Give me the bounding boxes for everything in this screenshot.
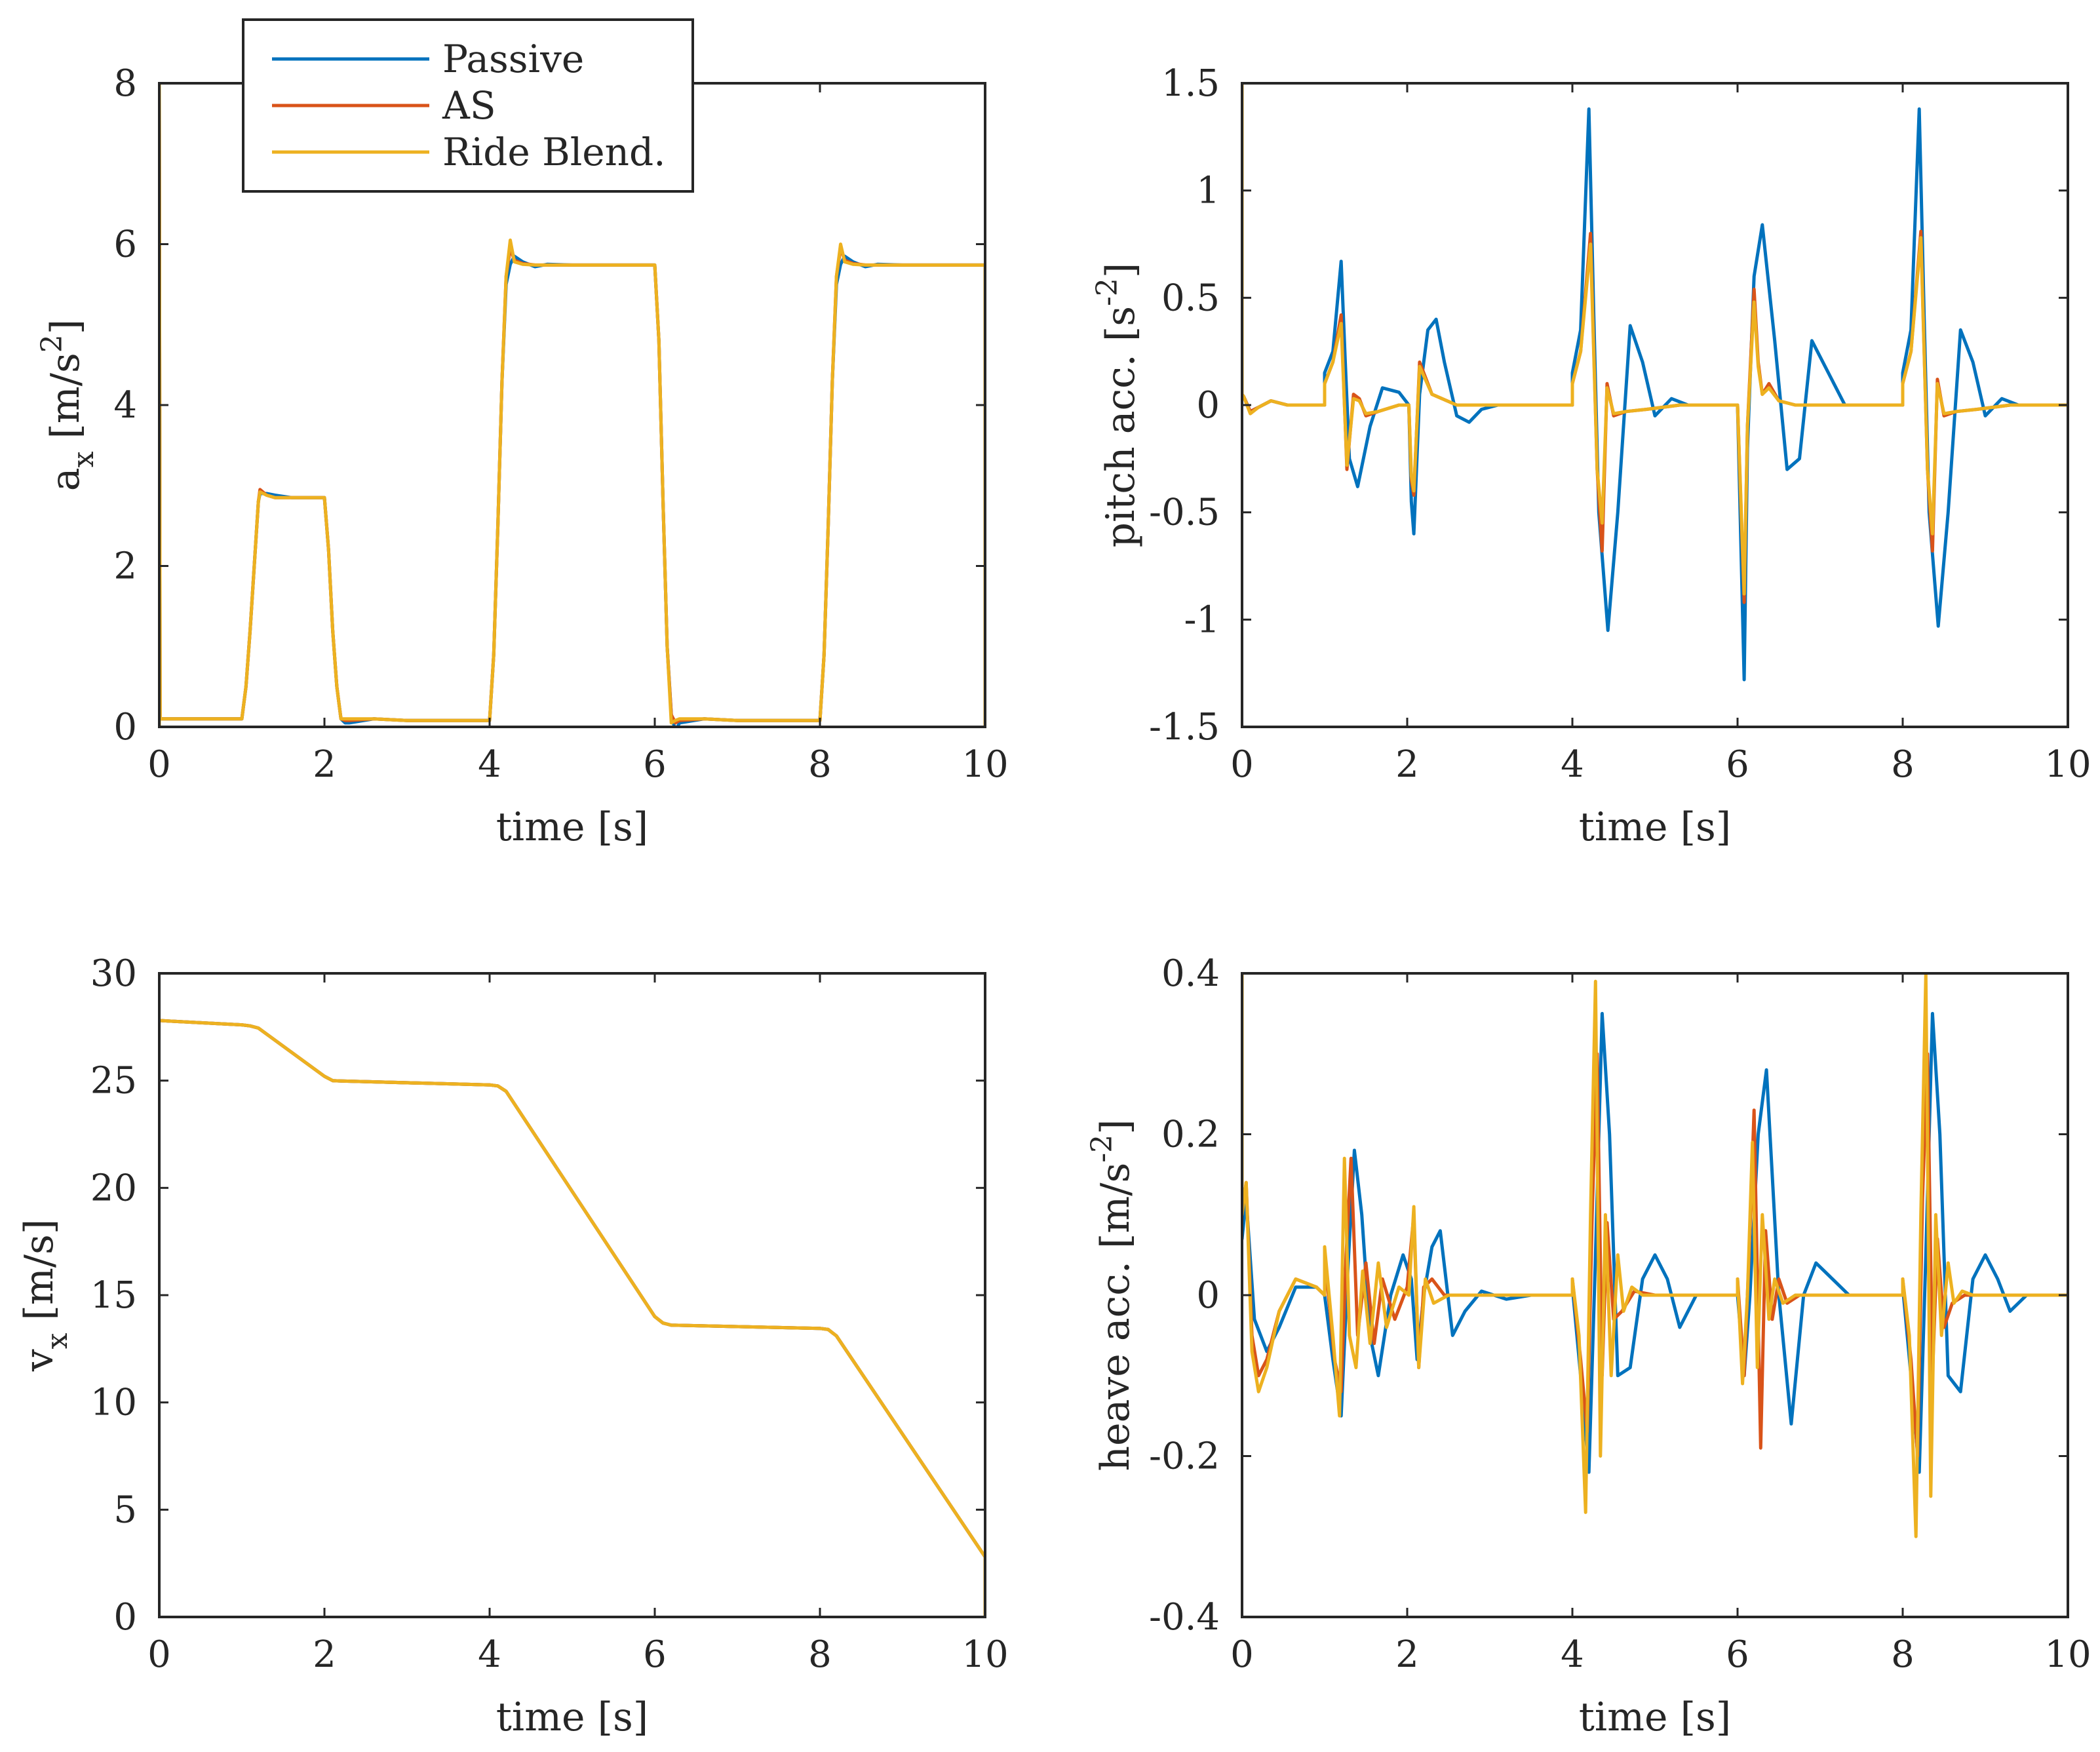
vx-xtick-label: 6: [643, 1633, 667, 1676]
pitch-xlabel: time [s]: [1579, 804, 1731, 850]
vx-plot-area: [159, 1019, 985, 1617]
pitch-ticks: 0 2 4 6 8 10 -1.5 -1 -0.5 0 0.5 1 1.5: [1149, 62, 2091, 786]
ax-ytick-label: 6: [113, 224, 137, 266]
heave-ticks: 0 2 4 6 8 10 -0.4 -0.2 0 0.2 0.4: [1149, 952, 2091, 1676]
heave-ytick-label: -0.2: [1149, 1435, 1220, 1478]
ax-ytick-label: 8: [113, 62, 137, 105]
vx-ytick-label: 5: [113, 1489, 137, 1531]
vx-ytick-label: 20: [90, 1167, 137, 1209]
pitch-ylabel: pitch acc. [s-2]: [1091, 263, 1144, 548]
panel-vx: 0 2 4 6 8 10 0 5 10 15 20 25 30 time [s] vx [m/s]: [16, 952, 1009, 1740]
vx-ticks: 0 2 4 6 8 10 0 5 10 15 20 25 30: [90, 952, 1009, 1676]
ax-ticks: 0 2 4 6 8 10 0 2 4 6 8: [113, 62, 1008, 786]
ax-ytick-label: 2: [113, 545, 137, 588]
heave-xtick-label: 8: [1891, 1633, 1915, 1676]
ax-xtick-label: 8: [808, 743, 832, 786]
ax-xtick-label: 10: [962, 743, 1008, 786]
pitch-series-passive: [1242, 83, 2068, 682]
pitch-xtick-label: 0: [1230, 743, 1254, 786]
ax-xlabel: time [s]: [496, 804, 648, 850]
vx-xtick-label: 0: [147, 1633, 171, 1676]
pitch-series-ride-blend: [1242, 83, 2068, 596]
heave-series-ride-blend: [1242, 973, 2068, 1538]
heave-xtick-label: 6: [1726, 1633, 1749, 1676]
heave-ytick-label: 0.2: [1161, 1114, 1220, 1156]
heave-xtick-label: 4: [1561, 1633, 1584, 1676]
heave-ytick-label: -0.4: [1149, 1596, 1220, 1639]
ax-xtick-label: 2: [313, 743, 336, 786]
vx-xlabel: time [s]: [496, 1694, 648, 1740]
heave-ylabel: heave acc. [m/s-2]: [1085, 1119, 1138, 1471]
vx-xtick-label: 8: [808, 1633, 832, 1676]
ax-xtick-label: 0: [147, 743, 171, 786]
legend-label-ride-blend: Ride Blend.: [442, 130, 666, 174]
pitch-xtick-label: 8: [1891, 743, 1915, 786]
heave-series-passive: [1242, 973, 2068, 1474]
heave-ytick-label: 0: [1196, 1274, 1220, 1317]
ax-ytick-label: 4: [113, 384, 137, 427]
ax-series-ride-blend: [159, 83, 985, 727]
pitch-xtick-label: 10: [2044, 743, 2091, 786]
vx-ytick-label: 0: [113, 1596, 137, 1639]
vx-series-as: [159, 1019, 985, 1617]
vx-series-ride-blend: [159, 1019, 985, 1617]
pitch-axes-frame: [1241, 82, 2069, 728]
pitch-ytick-label: 0.5: [1161, 277, 1220, 319]
heave-xtick-label: 2: [1395, 1633, 1419, 1676]
legend-label-passive: Passive: [442, 37, 584, 81]
pitch-xtick-label: 6: [1726, 743, 1749, 786]
pitch-ytick-label: 0: [1196, 384, 1220, 427]
ax-xtick-label: 6: [643, 743, 667, 786]
pitch-series-as: [1242, 83, 2068, 604]
heave-ytick-label: 0.4: [1161, 952, 1220, 995]
vx-xtick-label: 10: [962, 1633, 1008, 1676]
vx-series-passive: [159, 1019, 985, 1617]
vx-ytick-label: 15: [90, 1274, 137, 1317]
vx-ytick-label: 25: [90, 1060, 137, 1102]
pitch-xtick-label: 2: [1395, 743, 1419, 786]
legend: Passive AS Ride Blend.: [242, 18, 694, 193]
vx-xtick-label: 4: [478, 1633, 501, 1676]
ax-ytick-label: 0: [113, 706, 137, 749]
panel-heave: 0 2 4 6 8 10 -0.4 -0.2 0 0.2 0.4 time [s] heave ac…: [1085, 952, 2091, 1740]
pitch-plot-area: [1242, 83, 2068, 682]
pitch-ytick-label: -0.5: [1149, 492, 1220, 534]
ax-plot-area: [159, 83, 985, 727]
vx-xtick-label: 2: [313, 1633, 336, 1676]
legend-label-as: AS: [442, 83, 496, 128]
panel-pitch: 0 2 4 6 8 10 -1.5 -1 -0.5 0 0.5 1 1.5 time [s] pitch…: [1091, 62, 2091, 850]
pitch-ytick-label: -1: [1184, 598, 1220, 641]
pitch-ytick-label: 1.5: [1161, 62, 1220, 105]
panel-ax: 0 2 4 6 8 10 0 2 4 6 8 time [s] ax [m/s2] Passive …: [35, 18, 1009, 850]
pitch-ytick-label: -1.5: [1149, 706, 1220, 749]
pitch-xtick-label: 4: [1561, 743, 1584, 786]
ax-xtick-label: 4: [478, 743, 501, 786]
vx-ytick-label: 30: [90, 952, 137, 995]
vx-ytick-label: 10: [90, 1382, 137, 1424]
vx-axes-frame: [158, 972, 986, 1618]
heave-plot-area: [1242, 973, 2068, 1538]
heave-xlabel: time [s]: [1579, 1694, 1731, 1740]
vx-ylabel: vx [m/s]: [16, 1219, 74, 1372]
ax-ylabel: ax [m/s2]: [35, 319, 100, 491]
heave-xtick-label: 10: [2044, 1633, 2091, 1676]
heave-xtick-label: 0: [1230, 1633, 1254, 1676]
pitch-ytick-label: 1: [1196, 170, 1220, 212]
